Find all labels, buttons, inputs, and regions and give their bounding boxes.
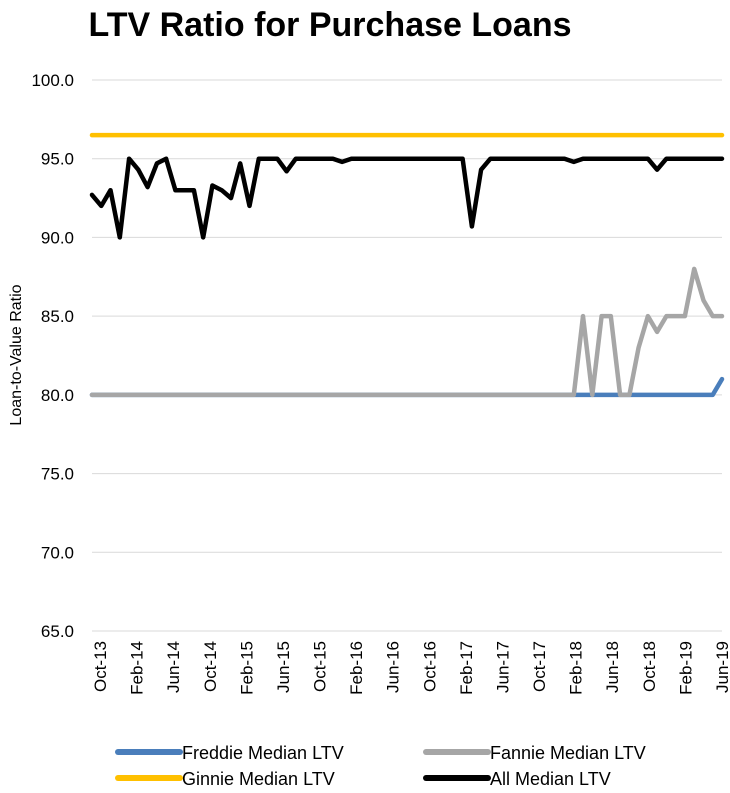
series-line-all-median-ltv (89, 156, 725, 240)
x-tick-label: Jun-14 (164, 641, 183, 693)
y-tick-label: 90.0 (41, 228, 74, 247)
y-tick-label: 80.0 (41, 386, 74, 405)
y-axis-label: Loan-to-Value Ratio (8, 284, 25, 425)
x-tick-label: Oct-14 (201, 641, 220, 692)
legend-label: Fannie Median LTV (490, 743, 646, 763)
x-tick-label: Oct-16 (420, 641, 439, 692)
y-tick-label: 65.0 (41, 622, 74, 641)
legend-label: Ginnie Median LTV (182, 769, 335, 789)
legend-label: All Median LTV (490, 769, 611, 789)
y-tick-label: 70.0 (41, 543, 74, 562)
x-tick-label: Feb-17 (457, 641, 476, 695)
y-tick-label: 75.0 (41, 465, 74, 484)
x-tick-label: Jun-15 (274, 641, 293, 693)
legend-label: Freddie Median LTV (182, 743, 344, 763)
y-tick-label: 100.0 (31, 71, 74, 90)
y-tick-label: 95.0 (41, 150, 74, 169)
x-tick-label: Feb-14 (128, 641, 147, 695)
x-tick-label: Oct-15 (311, 641, 330, 692)
x-tick-label: Feb-19 (676, 641, 695, 695)
x-tick-label: Jun-19 (713, 641, 730, 693)
series-line-freddie-median-ltv (89, 376, 725, 398)
x-tick-label: Oct-17 (530, 641, 549, 692)
x-tick-label: Jun-17 (493, 641, 512, 693)
chart-title: LTV Ratio for Purchase Loans (88, 6, 572, 44)
y-tick-label: 85.0 (41, 307, 74, 326)
x-tick-label: Oct-18 (640, 641, 659, 692)
x-tick-label: Oct-13 (91, 641, 110, 692)
x-tick-label: Feb-18 (567, 641, 586, 695)
x-tick-label: Jun-18 (603, 641, 622, 693)
series-line-fannie-median-ltv (89, 266, 725, 398)
x-tick-label: Feb-15 (237, 641, 256, 695)
x-tick-label: Feb-16 (347, 641, 366, 695)
x-tick-label: Jun-16 (384, 641, 403, 693)
